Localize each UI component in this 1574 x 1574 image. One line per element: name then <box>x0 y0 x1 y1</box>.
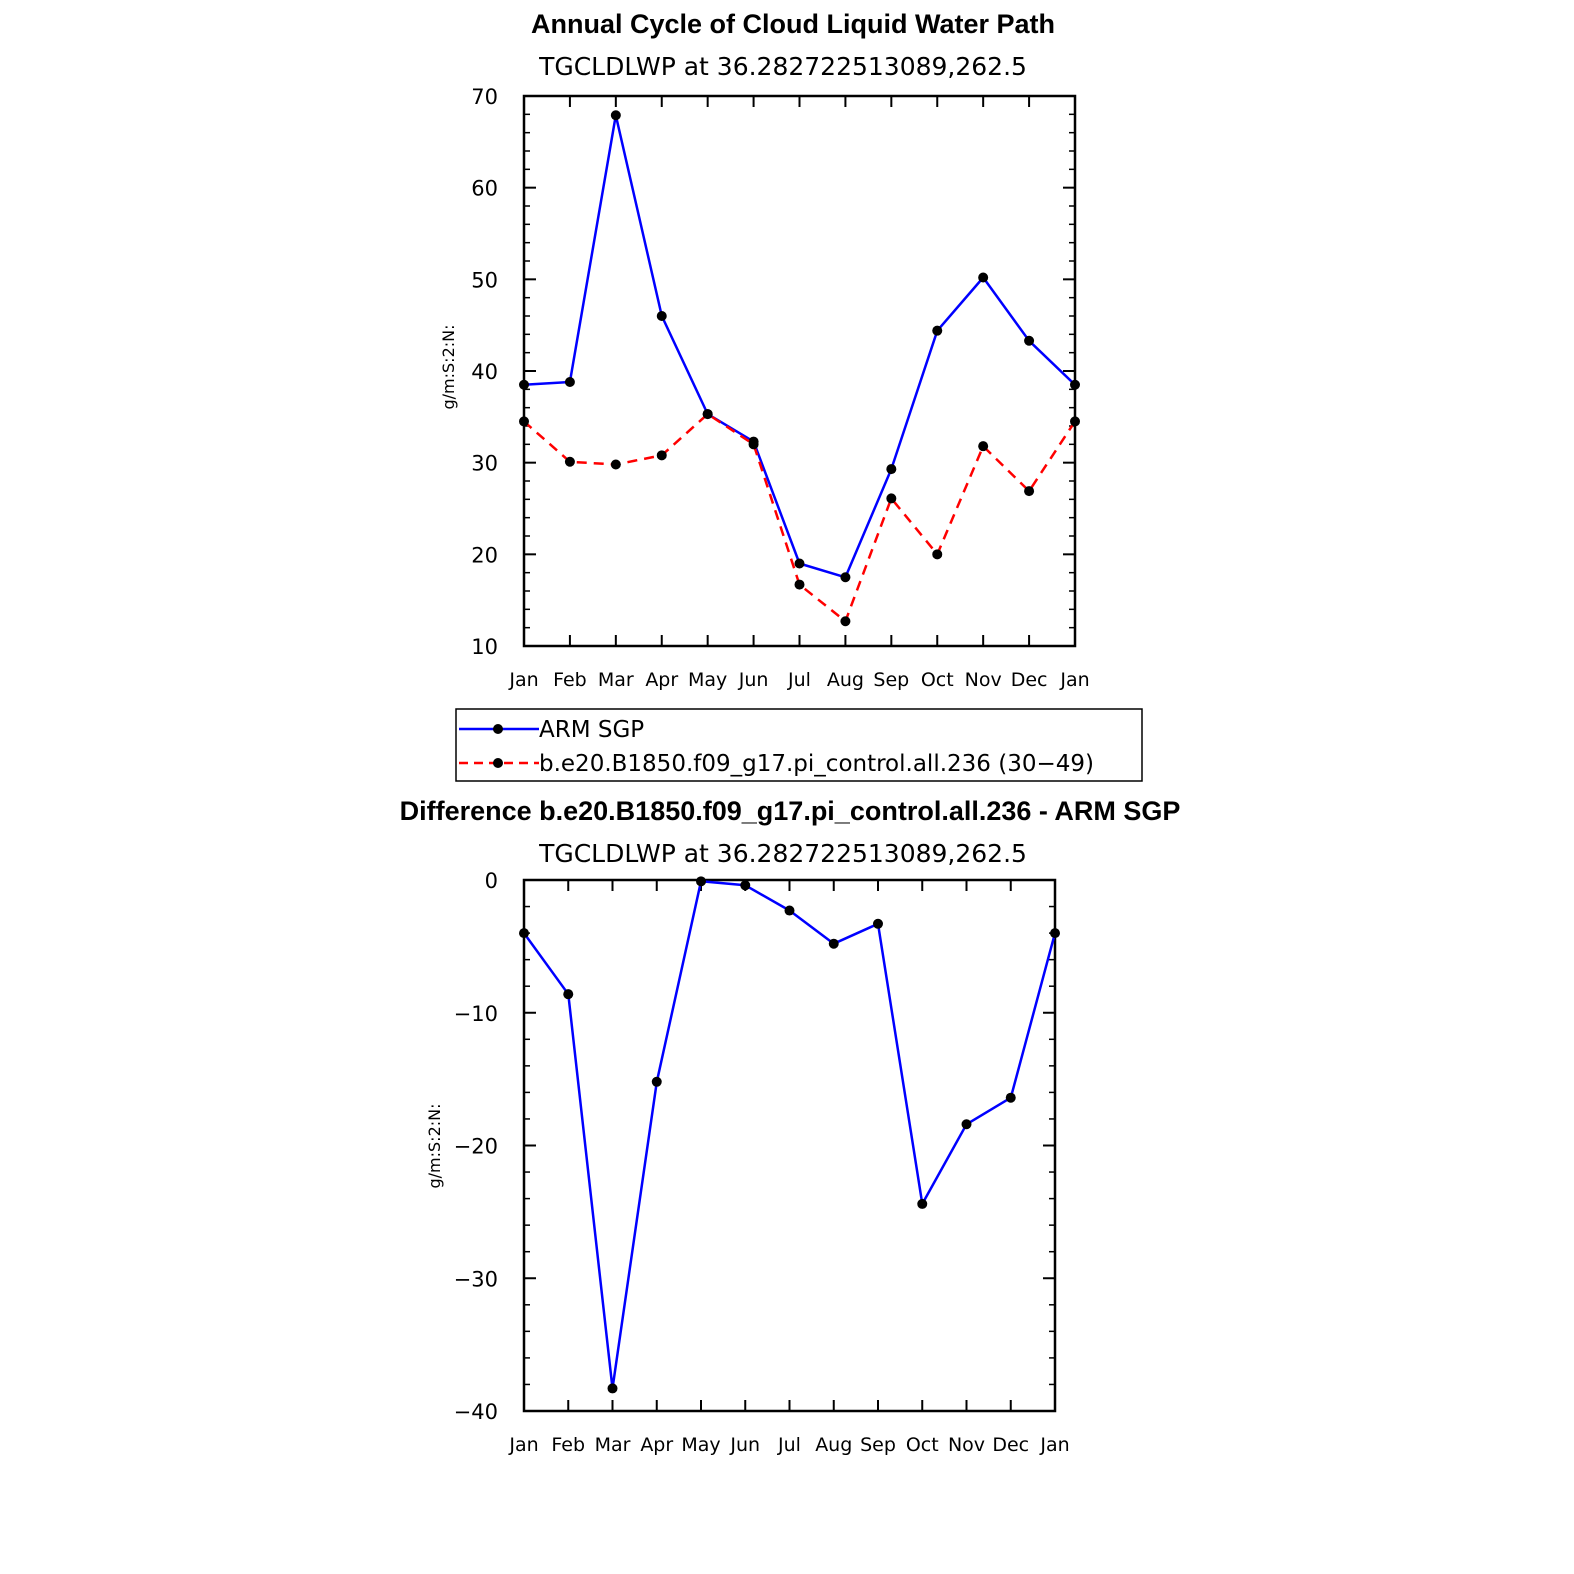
x-tick-label: Aug <box>815 1434 852 1456</box>
legend-label-model: b.e20.B1850.f09_g17.pi_control.all.236 (… <box>539 751 1094 777</box>
y-tick-label: 0 <box>485 869 498 893</box>
data-point <box>702 409 713 420</box>
data-point <box>1024 486 1035 497</box>
x-tick-label: Dec <box>1011 669 1048 691</box>
y-tick-label: 30 <box>471 452 498 476</box>
y-tick-label: 10 <box>471 635 498 659</box>
x-tick-label: Dec <box>992 1434 1029 1456</box>
legend-marker-arm-sgp <box>493 724 503 734</box>
data-point <box>840 572 851 583</box>
difference-chart: Difference b.e20.B1850.f09_g17.pi_contro… <box>400 796 1181 1456</box>
y-tick-label: −10 <box>454 1002 498 1026</box>
x-tick-label: Oct <box>921 669 954 691</box>
data-point <box>656 450 667 461</box>
data-point <box>794 579 805 590</box>
y-tick-label: 60 <box>471 177 498 201</box>
y-tick-label: 70 <box>471 85 498 109</box>
data-point <box>961 1119 972 1130</box>
x-tick-label: Sep <box>860 1434 896 1456</box>
x-tick-label: Jul <box>787 669 811 691</box>
data-point <box>840 616 851 627</box>
legend-box <box>455 708 1143 782</box>
x-tick-label: Jul <box>777 1434 801 1456</box>
x-tick-label: Aug <box>827 669 864 691</box>
data-point <box>917 1198 928 1209</box>
series-line-1 <box>523 412 1077 623</box>
x-tick-label: Jun <box>738 669 769 691</box>
data-point <box>978 441 989 452</box>
series-line-0 <box>522 880 1057 1390</box>
x-tick-label: Jun <box>729 1434 760 1456</box>
axes: Jan Feb Mar Apr May Jun Jul Aug Sep Oct Nov Dec Jan 1… <box>471 85 1089 691</box>
x-tick-label: Jan <box>508 1434 538 1456</box>
data-point <box>564 456 575 467</box>
data-point <box>1024 335 1035 346</box>
y-tick-label: −40 <box>454 1400 498 1424</box>
legend: ARM SGP b.e20.B1850.f09_g17.pi_control.a… <box>455 708 1143 782</box>
data-point <box>873 918 883 929</box>
data-point <box>748 439 759 450</box>
axes: Jan Feb Mar Apr May Jun Jul Aug Sep Oct Nov Dec Jan−… <box>454 869 1070 1456</box>
x-tick-label: Mar <box>595 1434 631 1456</box>
data-point <box>696 876 706 887</box>
data-point <box>1070 379 1080 390</box>
y-tick-label: 40 <box>471 360 498 384</box>
series-layer <box>519 876 1060 1394</box>
y-tick-label: −20 <box>454 1135 498 1159</box>
x-tick-label: May <box>681 1434 720 1456</box>
x-tick-label: Mar <box>598 669 634 691</box>
data-point <box>1005 1092 1016 1103</box>
y-tick-label: −30 <box>454 1267 498 1291</box>
y-axis-label: g/m:S:2:N: <box>439 325 458 410</box>
data-point <box>740 880 751 891</box>
x-tick-label: Oct <box>906 1434 939 1456</box>
data-point <box>886 493 897 504</box>
x-tick-label: Nov <box>948 1434 985 1456</box>
x-tick-label: Apr <box>645 669 678 691</box>
y-axis-label: g/m:S:2:N: <box>425 1104 444 1189</box>
data-point <box>610 110 621 121</box>
data-point <box>563 989 574 1000</box>
data-point <box>519 928 529 939</box>
x-tick-label: Nov <box>965 669 1002 691</box>
data-point <box>656 311 667 321</box>
data-point <box>1050 928 1060 939</box>
chart-title: Annual Cycle of Cloud Liquid Water Path <box>531 9 1055 39</box>
data-point <box>886 464 897 475</box>
data-point <box>932 549 943 560</box>
chart-subtitle: TGCLDLWP at 36.282722513089,262.5 <box>538 839 1027 868</box>
data-point <box>794 558 805 569</box>
legend-label-arm-sgp: ARM SGP <box>539 717 644 743</box>
y-tick-label: 20 <box>471 543 498 567</box>
x-tick-label: May <box>688 669 727 691</box>
chart-subtitle: TGCLDLWP at 36.282722513089,262.5 <box>538 52 1027 81</box>
data-point <box>784 905 795 916</box>
annual-cycle-chart: Annual Cycle of Cloud Liquid Water Path … <box>439 9 1090 691</box>
x-tick-label: Jan <box>1039 1434 1069 1456</box>
x-tick-label: Jan <box>508 669 538 691</box>
data-point <box>564 377 575 387</box>
chart-title: Difference b.e20.B1850.f09_g17.pi_contro… <box>400 796 1181 826</box>
y-tick-label: 50 <box>471 268 498 292</box>
x-tick-label: Apr <box>640 1434 673 1456</box>
x-tick-label: Feb <box>553 669 587 691</box>
data-point <box>651 1076 662 1087</box>
data-point <box>978 272 989 283</box>
data-point <box>828 938 839 949</box>
data-point <box>610 459 621 470</box>
data-point <box>1070 416 1080 427</box>
data-point <box>519 379 529 390</box>
plot-frame <box>522 878 1057 1413</box>
series-layer <box>519 110 1080 627</box>
x-tick-label: Jan <box>1059 669 1089 691</box>
data-point <box>932 325 943 336</box>
x-tick-label: Sep <box>873 669 909 691</box>
legend-marker-model <box>493 758 503 768</box>
x-tick-label: Feb <box>551 1434 585 1456</box>
data-point <box>519 416 529 427</box>
series-line-0 <box>523 114 1076 579</box>
data-point <box>607 1383 618 1394</box>
